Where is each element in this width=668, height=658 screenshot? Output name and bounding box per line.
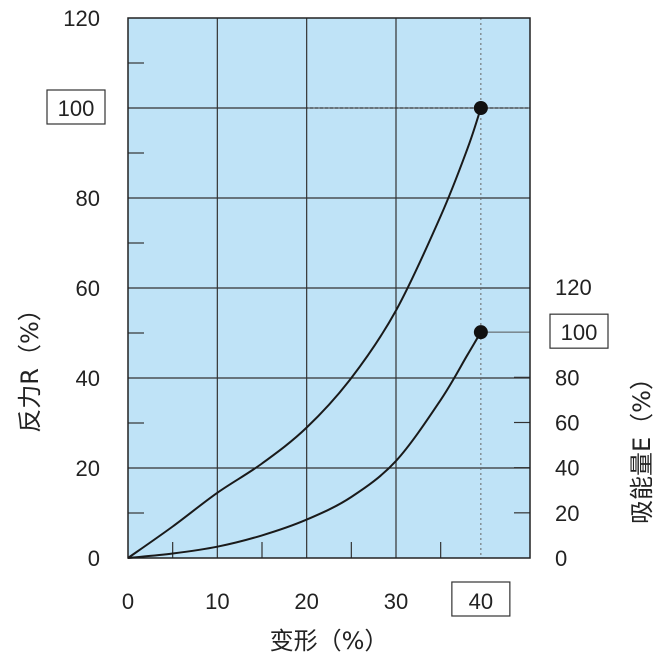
left-tick-label: 60: [76, 276, 100, 301]
left-tick-label: 120: [63, 6, 100, 31]
reaction-force-curve: [127, 107, 482, 559]
right-tick-label: 40: [555, 456, 579, 481]
x-highlight-label: 40: [469, 589, 493, 614]
x-highlight-box: [451, 581, 511, 617]
x-axis-title: 变形（%）: [270, 627, 389, 655]
x-tick-label: 0: [122, 589, 134, 614]
x-tick-label: 10: [205, 589, 229, 614]
plot-frame: [127, 17, 531, 559]
left-tick-label: 0: [88, 546, 100, 571]
right-axis-title: 吸能量E（%）: [628, 366, 656, 524]
right-tick-label: 120: [555, 275, 592, 300]
x-tick-label: 20: [294, 589, 318, 614]
axis-labels: 0 20 40 60 80 120 100 0 20 40 60 80 120 100 0 10 20 30 40 变…: [16, 6, 656, 655]
x-tick-label: 30: [384, 589, 408, 614]
left-highlight-box: [46, 89, 106, 125]
data-series: [127, 101, 488, 559]
right-tick-label: 60: [555, 411, 579, 436]
left-tick-label: 20: [76, 456, 100, 481]
reaction-force-curve-endpoint: [473, 101, 488, 115]
right-highlight-label: 100: [561, 320, 598, 345]
grid-lines: [128, 18, 530, 558]
right-tick-label: 20: [555, 501, 579, 526]
left-tick-label: 40: [76, 366, 100, 391]
energy-absorption-curve-endpoint: [473, 325, 488, 340]
right-tick-label: 80: [555, 365, 579, 390]
right-highlight-box: [549, 313, 609, 349]
energy-absorption-curve: [127, 331, 482, 559]
left-tick-label: 80: [76, 186, 100, 211]
left-axis-title: 反力R（%）: [16, 297, 44, 432]
minor-ticks: [128, 62, 530, 558]
right-tick-label: 0: [555, 546, 567, 571]
left-highlight-label: 100: [58, 96, 95, 121]
